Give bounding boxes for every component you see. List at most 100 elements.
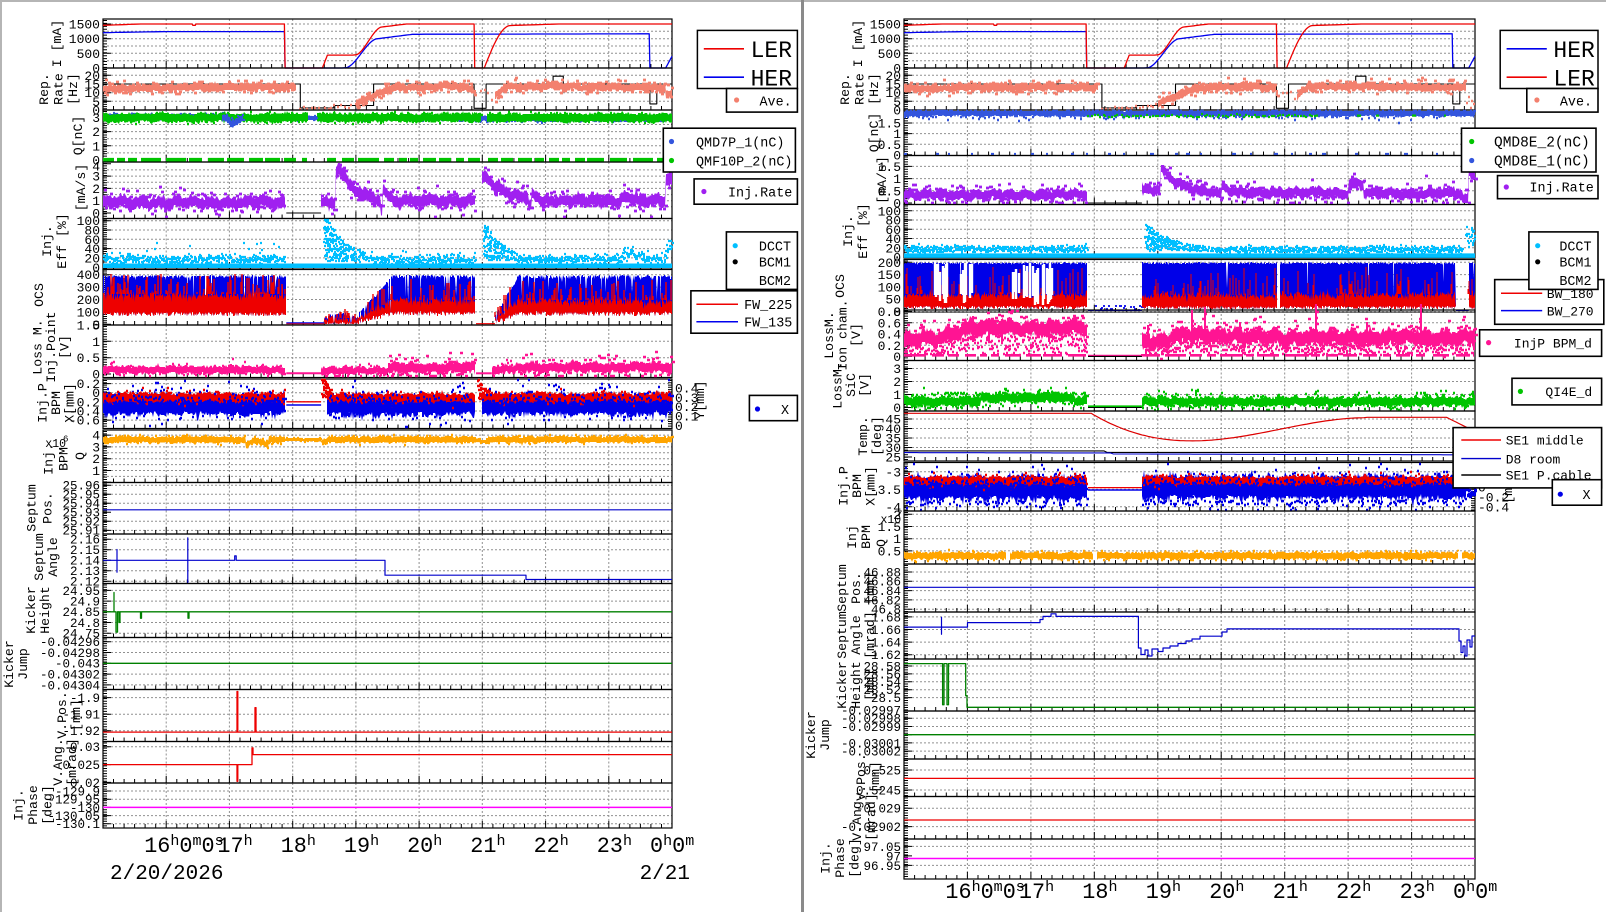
svg-text:19h: 19h (344, 833, 379, 859)
svg-text:3: 3 (92, 440, 100, 455)
svg-text:3: 3 (893, 362, 901, 377)
svg-text:-0.2: -0.2 (1478, 491, 1509, 506)
svg-text:SiC: SiC (844, 373, 859, 397)
svg-text:QI4E_d: QI4E_d (1545, 385, 1592, 400)
svg-text:1500: 1500 (69, 18, 100, 33)
svg-text:InjP BPM_d: InjP BPM_d (1514, 336, 1592, 351)
svg-text:V.Ang.: V.Ang. (51, 738, 66, 785)
svg-text:2: 2 (92, 125, 100, 140)
svg-text:Ave.: Ave. (760, 95, 792, 110)
svg-text:Phase: Phase (833, 838, 848, 878)
svg-text:46.8: 46.8 (871, 604, 901, 618)
svg-text:25.96: 25.96 (62, 480, 100, 494)
svg-text:19h: 19h (1146, 879, 1181, 905)
svg-text:46.84: 46.84 (863, 585, 901, 599)
svg-text:46.82: 46.82 (863, 594, 901, 608)
svg-text:-0.4: -0.4 (1478, 501, 1509, 516)
svg-text:V.Pos.: V.Pos. (854, 753, 869, 800)
svg-text:0h0m: 0h0m (650, 833, 694, 859)
svg-text:[deg]: [deg] (870, 416, 885, 456)
svg-text:X[mm]: X[mm] (864, 466, 879, 506)
svg-text:Y[mm]: Y[mm] (693, 380, 708, 419)
svg-text:-0.03001: -0.03001 (841, 737, 901, 751)
svg-text:6: 6 (63, 435, 68, 445)
svg-text:20: 20 (885, 69, 901, 84)
svg-text:100: 100 (77, 306, 100, 321)
svg-text:-3: -3 (885, 465, 901, 480)
svg-text:0.5: 0.5 (878, 138, 901, 153)
svg-text:0: 0 (92, 207, 100, 222)
svg-text:BPM: BPM (49, 391, 64, 415)
svg-text:16h0m0s: 16h0m0s (945, 879, 1024, 905)
svg-text:0: 0 (675, 419, 683, 434)
svg-text:200: 200 (77, 293, 100, 308)
svg-text:-3.5: -3.5 (870, 483, 901, 498)
svg-text:I [mA]: I [mA] (851, 20, 866, 67)
svg-text:[mA/s]: [mA/s] (875, 156, 890, 203)
svg-text:2: 2 (893, 508, 901, 523)
svg-text:Rep.: Rep. (37, 73, 52, 105)
svg-text:1.68: 1.68 (871, 611, 901, 625)
svg-text:-1.92: -1.92 (62, 725, 100, 739)
svg-text:-0.02997: -0.02997 (841, 705, 901, 719)
svg-text:22h: 22h (534, 833, 569, 859)
svg-text:30: 30 (885, 441, 901, 456)
svg-text:Q[nC]: Q[nC] (71, 116, 86, 156)
svg-text:-1.91: -1.91 (62, 709, 100, 723)
svg-text:-0.03002: -0.03002 (841, 746, 901, 760)
svg-text:HER: HER (1553, 38, 1595, 64)
svg-text:0.6: 0.6 (878, 316, 901, 331)
svg-text:V.Ang.: V.Ang. (850, 793, 865, 840)
svg-text:-4: -4 (885, 500, 901, 515)
svg-text:[mm]: [mm] (868, 761, 883, 793)
svg-text:15: 15 (84, 78, 100, 93)
svg-text:-0.04296: -0.04296 (40, 636, 100, 650)
svg-text:-129.9: -129.9 (55, 785, 100, 799)
svg-text:1: 1 (893, 388, 901, 403)
svg-text:1: 1 (92, 335, 100, 350)
svg-text:Jump: Jump (818, 719, 833, 751)
svg-text:Eff [%]: Eff [%] (55, 213, 70, 268)
svg-text:Angle: Angle (849, 615, 864, 655)
svg-text:40: 40 (84, 242, 100, 257)
svg-text:0.8: 0.8 (878, 305, 901, 320)
svg-text:Q: Q (874, 539, 889, 547)
svg-text:1.66: 1.66 (871, 624, 901, 638)
svg-text:0.525: 0.525 (863, 764, 901, 778)
svg-text:2/20/2026: 2/20/2026 (110, 863, 223, 886)
svg-text:BCM2: BCM2 (759, 275, 791, 290)
svg-text:1.5: 1.5 (878, 117, 901, 132)
svg-text:60: 60 (84, 233, 100, 248)
svg-text:Loss M.: Loss M. (31, 319, 46, 374)
svg-text:QMD8E_2(nC): QMD8E_2(nC) (1494, 135, 1590, 151)
svg-text:Inj.: Inj. (42, 443, 57, 475)
svg-text:Kicker: Kicker (2, 640, 17, 687)
svg-text:[mm]: [mm] (863, 669, 878, 701)
svg-text:24.95: 24.95 (62, 585, 100, 599)
svg-text:-0.02902: -0.02902 (841, 821, 901, 835)
svg-text:0.1: 0.1 (675, 410, 699, 425)
svg-text:QMF10P_2(nC): QMF10P_2(nC) (696, 155, 792, 170)
svg-text:Rate: Rate (853, 73, 868, 105)
svg-text:0.2: 0.2 (878, 339, 901, 354)
svg-text:0.5: 0.5 (878, 544, 901, 559)
svg-text:Height: Height (849, 661, 864, 708)
svg-text:-0.04304: -0.04304 (40, 679, 100, 693)
svg-text:17h: 17h (217, 833, 252, 859)
svg-text:LossM.: LossM. (831, 361, 846, 408)
svg-text:-1.9: -1.9 (70, 692, 100, 706)
svg-text:[V]: [V] (849, 323, 864, 347)
svg-text:Phase: Phase (26, 785, 41, 825)
svg-text:Inj.: Inj. (841, 215, 856, 247)
svg-text:28.52: 28.52 (863, 684, 901, 698)
svg-text:22h: 22h (1336, 879, 1371, 905)
svg-text:20: 20 (885, 241, 901, 256)
svg-text:Inj.: Inj. (40, 225, 55, 257)
svg-text:80: 80 (84, 224, 100, 239)
svg-text:Inj.Rate: Inj.Rate (728, 186, 792, 201)
svg-text:0: 0 (92, 386, 100, 401)
svg-text:18h: 18h (281, 833, 316, 859)
svg-text:FW_225: FW_225 (744, 299, 792, 314)
svg-text:Inj.P: Inj.P (837, 466, 852, 506)
svg-text:0.03: 0.03 (70, 741, 100, 755)
